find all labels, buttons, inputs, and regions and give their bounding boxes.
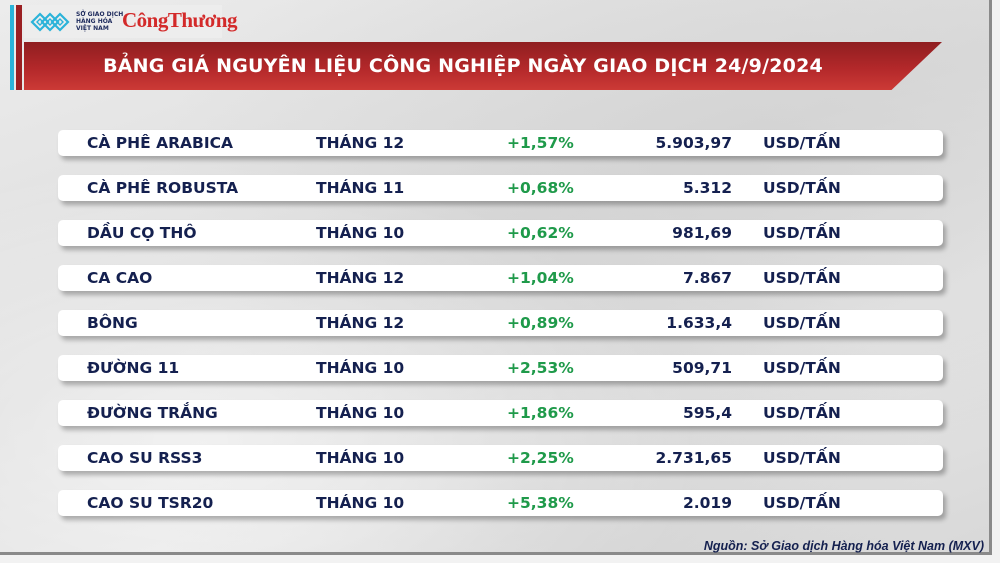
commodity-name: CÀ PHÊ ROBUSTA	[87, 179, 239, 197]
price-unit: USD/TẤN	[763, 494, 841, 512]
commodity-name: CAO SU RSS3	[87, 449, 203, 467]
title-banner	[24, 42, 942, 90]
contract-month: THÁNG 12	[316, 314, 405, 332]
logo-area: SỞ GIAO DỊCH HÀNG HÓA VIỆT NAM CôngThươn…	[24, 5, 237, 38]
price-value: 981,69	[672, 224, 732, 242]
price-change: +2,25%	[507, 449, 574, 467]
exchange-logo-icon	[30, 12, 70, 32]
price-value: 5.903,97	[655, 134, 733, 152]
price-value: 509,71	[672, 359, 732, 377]
publisher-logo: CôngThương	[122, 8, 237, 32]
price-change: +0,62%	[507, 224, 574, 242]
accent-bar-cyan	[10, 5, 14, 90]
table-row: CÀ PHÊ ROBUSTA THÁNG 11 +0,68% 5.312 USD…	[58, 175, 943, 201]
price-value: 5.312	[682, 179, 732, 197]
price-unit: USD/TẤN	[763, 359, 841, 377]
table-row: CÀ PHÊ ARABICA THÁNG 12 +1,57% 5.903,97 …	[58, 130, 943, 156]
commodity-name: DẦU CỌ THÔ	[87, 224, 197, 242]
table-row: DẦU CỌ THÔ THÁNG 10 +0,62% 981,69 USD/TẤ…	[58, 220, 943, 246]
price-change: +5,38%	[507, 494, 574, 512]
price-unit: USD/TẤN	[763, 314, 841, 332]
contract-month: THÁNG 10	[316, 359, 405, 377]
accent-bar-red	[16, 5, 22, 90]
price-unit: USD/TẤN	[763, 134, 841, 152]
contract-month: THÁNG 12	[316, 269, 405, 287]
commodity-name: ĐƯỜNG TRẮNG	[87, 404, 218, 422]
contract-month: THÁNG 10	[316, 404, 405, 422]
price-value: 595,4	[682, 404, 732, 422]
commodity-name: CAO SU TSR20	[87, 494, 214, 512]
table-row: CA CAO THÁNG 12 +1,04% 7.867 USD/TẤN	[58, 265, 943, 291]
price-change: +1,04%	[507, 269, 574, 287]
commodity-name: ĐƯỜNG 11	[87, 359, 180, 377]
price-change: +0,89%	[507, 314, 574, 332]
price-change: +2,53%	[507, 359, 574, 377]
contract-month: THÁNG 10	[316, 449, 405, 467]
contract-month: THÁNG 10	[316, 494, 405, 512]
table-row: CAO SU RSS3 THÁNG 10 +2,25% 2.731,65 USD…	[58, 445, 943, 471]
price-change: +1,86%	[507, 404, 574, 422]
price-change: +0,68%	[507, 179, 574, 197]
table-row: ĐƯỜNG TRẮNG THÁNG 10 +1,86% 595,4 USD/TẤ…	[58, 400, 943, 426]
commodity-name: BÔNG	[87, 314, 138, 332]
table-row: ĐƯỜNG 11 THÁNG 10 +2,53% 509,71 USD/TẤN	[58, 355, 943, 381]
contract-month: THÁNG 12	[316, 134, 405, 152]
contract-month: THÁNG 10	[316, 224, 405, 242]
commodity-name: CÀ PHÊ ARABICA	[87, 134, 233, 152]
page-title: BẢNG GIÁ NGUYÊN LIỆU CÔNG NGHIỆP NGÀY GI…	[103, 55, 823, 77]
price-value: 7.867	[682, 269, 732, 287]
price-value: 2.731,65	[655, 449, 733, 467]
price-change: +1,57%	[507, 134, 574, 152]
price-value: 1.633,4	[666, 314, 732, 332]
price-value: 2.019	[682, 494, 732, 512]
price-unit: USD/TẤN	[763, 404, 841, 422]
price-unit: USD/TẤN	[763, 224, 841, 242]
table-row: BÔNG THÁNG 12 +0,89% 1.633,4 USD/TẤN	[58, 310, 943, 336]
table-row: CAO SU TSR20 THÁNG 10 +5,38% 2.019 USD/T…	[58, 490, 943, 516]
commodity-name: CA CAO	[87, 269, 153, 287]
price-unit: USD/TẤN	[763, 269, 841, 287]
contract-month: THÁNG 11	[316, 179, 405, 197]
exchange-logo-text: SỞ GIAO DỊCH HÀNG HÓA VIỆT NAM	[76, 11, 124, 32]
price-unit: USD/TẤN	[763, 179, 841, 197]
price-unit: USD/TẤN	[763, 449, 841, 467]
source-note: Nguồn: Sở Giao dịch Hàng hóa Việt Nam (M…	[703, 539, 984, 553]
